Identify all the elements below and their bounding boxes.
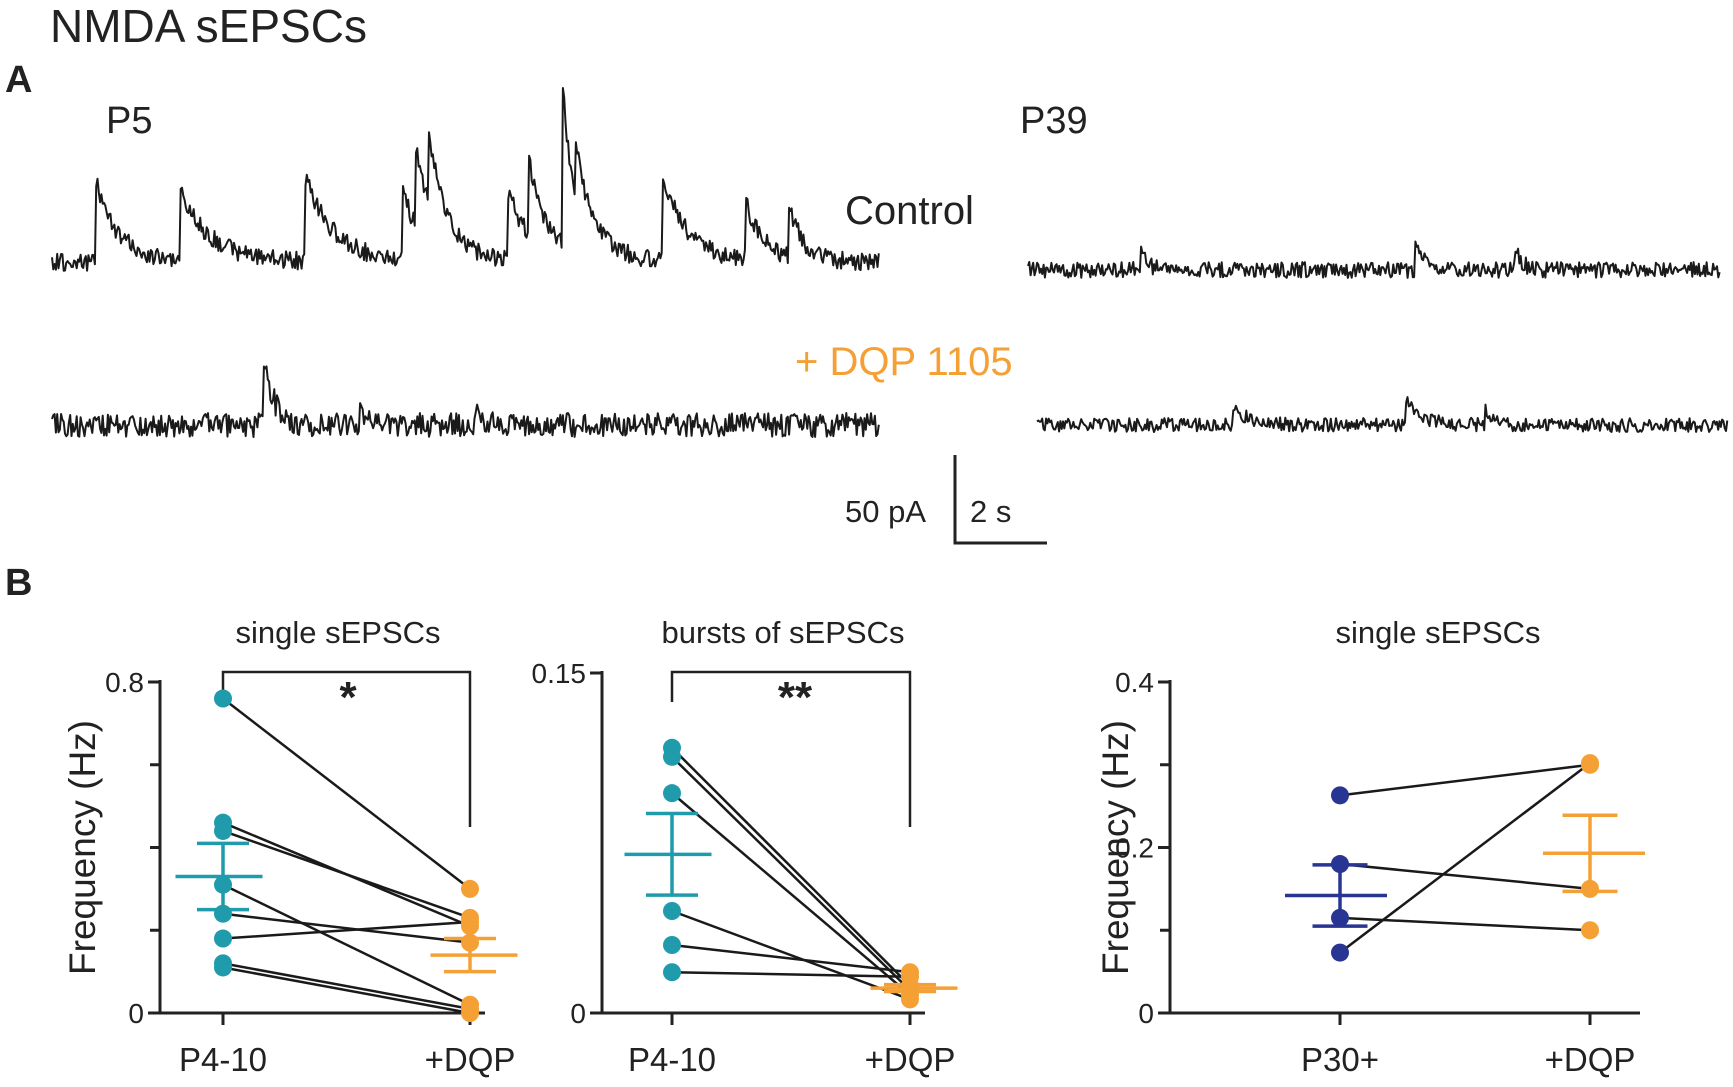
pair-line (1339, 862, 1591, 891)
data-point (214, 904, 232, 923)
y-tick-label: 0.2 (1115, 833, 1154, 864)
p39-label: P39 (1020, 100, 1088, 142)
significance-bracket (670, 670, 912, 827)
data-point (214, 875, 232, 894)
pair-line (222, 920, 471, 940)
pair-line (671, 943, 911, 974)
data-point (1581, 879, 1599, 898)
pair-line (222, 697, 471, 890)
data-point (663, 784, 681, 803)
data-point (461, 933, 479, 952)
significance-label: * (339, 673, 357, 722)
data-point (1331, 786, 1349, 805)
data-point (214, 689, 232, 708)
trace-p39-dqp (1036, 396, 1729, 433)
chart-title: bursts of sEPSCs (662, 615, 905, 650)
panel-a-letter: A (5, 59, 32, 101)
trace-p5-control (51, 87, 880, 272)
data-point (663, 963, 681, 982)
y-axis-label: Frequency (Hz) (1095, 720, 1136, 975)
pair-line (671, 970, 911, 978)
control-label: Control (845, 189, 974, 233)
pair-line (671, 792, 911, 996)
significance-label: ** (778, 673, 813, 722)
data-point (663, 936, 681, 954)
chart-single-sepscs-old: single sEPSCs 0 0.2 0.4 P30+ +DQP Frequency (H… (1095, 615, 1645, 1078)
data-point (663, 747, 681, 766)
dqp-label: + DQP 1105 (795, 340, 1013, 384)
pair-line (222, 912, 471, 944)
data-point (1331, 855, 1349, 874)
data-point (214, 929, 232, 948)
data-point (461, 1004, 479, 1022)
scale-bar: 50 pA 2 s (845, 455, 1047, 545)
trace-p39-control (1027, 240, 1721, 279)
pair-line (671, 755, 911, 992)
y-axis-label: Frequency (Hz) (62, 720, 103, 975)
data-point (901, 967, 919, 986)
pair-line (1339, 763, 1591, 797)
p5-label: P5 (106, 100, 152, 142)
data-point (1331, 943, 1349, 962)
data-point (901, 990, 919, 1009)
data-point (214, 821, 232, 840)
chart-single-sepscs-young: single sEPSCs 0 0.8 P4-10 +DQP Frequency (Hz)… (62, 615, 518, 1078)
scale-time-label: 2 s (970, 494, 1011, 529)
scale-current-label: 50 pA (845, 494, 926, 529)
y-tick-label: 0.8 (105, 667, 144, 698)
chart-title: single sEPSCs (235, 615, 440, 650)
pair-line (222, 829, 471, 920)
figure-title: NMDA sEPSCs (50, 0, 367, 52)
x-category-label: P4-10 (179, 1041, 267, 1078)
trace-p5-dqp (51, 365, 880, 438)
pair-line (1339, 762, 1591, 954)
x-category-label: P30+ (1301, 1041, 1379, 1078)
y-tick-label: 0 (1138, 998, 1154, 1029)
chart-title: single sEPSCs (1335, 615, 1540, 650)
x-category-label: P4-10 (628, 1041, 716, 1078)
data-point (461, 879, 479, 898)
y-tick-label: 0 (570, 998, 586, 1029)
y-tick-label: 0 (128, 998, 144, 1029)
chart-bursts-sepscs-young: bursts of sEPSCs 0 0.15 P4-10 +DQP ** (532, 615, 958, 1078)
x-category-label: +DQP (425, 1041, 516, 1078)
data-point (1581, 921, 1599, 940)
pair-line (222, 966, 471, 1015)
pair-line (222, 962, 471, 1011)
pair-line (671, 909, 911, 1001)
data-point (663, 902, 681, 920)
data-point (1331, 908, 1349, 927)
significance-bracket (221, 670, 472, 827)
panel-b-letter: B (5, 562, 32, 604)
y-tick-label: 0.4 (1115, 667, 1154, 698)
x-category-label: +DQP (865, 1041, 956, 1078)
pair-line (671, 746, 911, 987)
pair-line (222, 883, 471, 1006)
data-point (1581, 754, 1599, 773)
x-category-label: +DQP (1545, 1041, 1636, 1078)
y-tick-label: 0.15 (532, 658, 587, 689)
scale-bar-lines (953, 455, 1047, 545)
data-point (214, 958, 232, 977)
data-point (461, 912, 479, 931)
